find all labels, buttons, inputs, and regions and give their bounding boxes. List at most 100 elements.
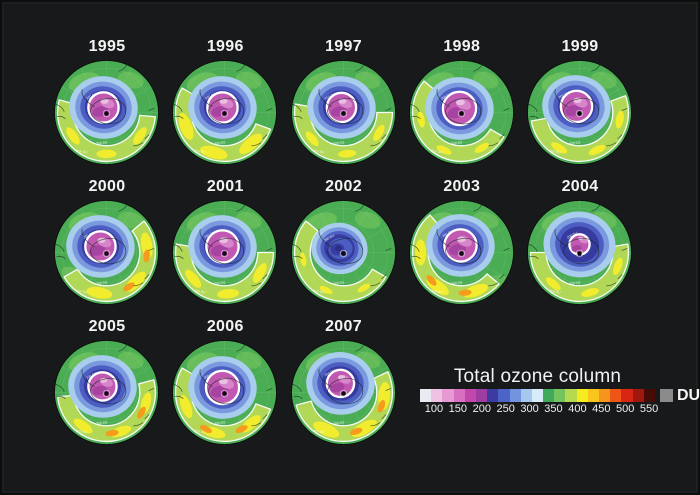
- contour-label-outer: 300 DU: [194, 289, 206, 295]
- colorbar-swatch: [554, 389, 566, 402]
- contour-label-mid: 300 DU: [96, 420, 108, 426]
- contour-label-outer: 350 DU: [194, 429, 206, 435]
- contour-label-outer: 350 DU: [549, 149, 561, 155]
- contour-label-inner: 200 DU: [86, 92, 98, 101]
- yellow-patch: [436, 145, 452, 155]
- colorbar-tick: 100: [424, 403, 444, 415]
- year-label: 2005: [88, 318, 126, 335]
- yellow-patch: [357, 283, 370, 293]
- globe-map-2003: 200 DU 300 DU 350 DU: [408, 200, 514, 305]
- orange-patch: [123, 282, 135, 292]
- high-ozone-band: [175, 243, 275, 303]
- south-pole-dot: [340, 391, 346, 396]
- globe-map-2000: 200 DU 250 DU 300 DU: [54, 200, 159, 305]
- contour-label-mid: 300 DU: [451, 140, 463, 146]
- contour-label-mid: 300 DU: [451, 280, 463, 286]
- south-pole-dot: [222, 391, 227, 396]
- yellow-patch: [66, 127, 80, 145]
- yellow-patch: [474, 142, 489, 153]
- yellow-patch: [180, 394, 193, 418]
- globe-cell-2005: 2005 200 DU 300 DU 350 DU: [47, 317, 167, 451]
- contour-label-inner: 200 DU: [566, 231, 578, 240]
- yellow-patch: [613, 257, 623, 276]
- contour-label-inner: 250 DU: [323, 233, 335, 242]
- contour-label-mid: 250 DU: [96, 280, 108, 286]
- coastlines: [410, 204, 510, 287]
- south-pole-ring: [102, 389, 111, 398]
- orange-patch: [426, 275, 437, 286]
- colorbar-tick: 250: [496, 403, 515, 415]
- yellow-patch: [588, 144, 606, 156]
- globe-map-2002: 250 DU 300 DU 350 DU: [290, 200, 396, 305]
- contour-label-outer: 350 DU: [549, 289, 561, 295]
- globe-cell-1998: 1998 200 DU 300 DU 350 DU: [402, 37, 522, 171]
- south-pole-dot: [104, 111, 109, 116]
- south-pole-ring: [457, 109, 465, 118]
- high-ozone-band: [293, 103, 393, 163]
- south-pole-ring: [221, 389, 229, 398]
- contour-label-outer: 350 DU: [431, 289, 443, 295]
- orange-patch: [200, 424, 213, 434]
- globe-cell-2002: 2002 250 DU 300 DU 350 DU: [284, 177, 404, 311]
- south-pole-dot: [577, 251, 582, 256]
- contour-label-outer: 350 DU: [313, 429, 325, 435]
- globe-cell-1995: 1995 200 DU 300 DU 350 DU: [47, 37, 167, 171]
- contour-label-mid: 300 DU: [332, 280, 344, 286]
- contour-label-inner: 200 DU: [203, 371, 215, 380]
- colorbar-swatch: [487, 389, 499, 402]
- yellow-patch: [318, 286, 333, 295]
- colorbar-tick: 500: [616, 403, 635, 415]
- globe-map-1999: 200 DU 300 DU 350 DU: [527, 60, 632, 165]
- south-pole-ring: [102, 249, 111, 258]
- south-pole-ring: [575, 249, 584, 258]
- contour-label-inner: 200 DU: [440, 92, 452, 101]
- yellow-patch: [312, 421, 339, 438]
- contour-label-mid: 250 DU: [214, 280, 226, 286]
- contour-label-mid: 300 DU: [96, 140, 108, 146]
- colorbar-swatch: [520, 389, 532, 402]
- high-ozone-band: [175, 87, 272, 163]
- globe-cell-2003: 2003 200 DU 300 DU 350 DU: [402, 177, 522, 311]
- south-pole-ring: [221, 109, 229, 118]
- contour-label-inner: 200 DU: [83, 231, 95, 240]
- globe-cell-1999: 1999 200 DU 300 DU 350 DU: [520, 37, 640, 171]
- contour-label-mid: 300 DU: [569, 140, 581, 146]
- colorbar-swatch: [621, 389, 633, 402]
- south-pole-dot: [340, 111, 346, 116]
- contour-label-outer: 300 DU: [76, 289, 88, 295]
- high-ozone-band: [295, 371, 393, 443]
- colorbar-swatch: [610, 389, 622, 402]
- globe-cell-1996: 1996 200 DU 300 DU 350 DU: [165, 37, 285, 171]
- globe-cell-2001: 2001 200 DU 250 DU 300 DU: [165, 177, 285, 311]
- high-ozone-band: [530, 95, 630, 163]
- yellow-patch: [299, 252, 306, 267]
- contour-label-inner: 200 DU: [205, 92, 217, 101]
- globe-map-2007: 200 DU 300 DU 350 DU: [290, 340, 396, 445]
- yellow-patch: [337, 149, 356, 158]
- yellow-patch: [417, 111, 425, 128]
- yellow-patch: [217, 289, 240, 299]
- contour-label-mid: 300 DU: [569, 280, 581, 286]
- contour-label-outer: 350 DU: [313, 289, 325, 295]
- contour-label-outer: 350 DU: [431, 149, 443, 155]
- south-pole-dot: [222, 111, 227, 116]
- yellow-patch: [200, 145, 228, 160]
- contour-label-inner: 200 DU: [204, 230, 216, 239]
- yellow-patch: [615, 110, 624, 129]
- south-pole-dot: [340, 251, 346, 256]
- globe-map-1998: 200 DU 300 DU 350 DU: [408, 60, 514, 165]
- orange-patch: [377, 400, 385, 413]
- year-label: 1995: [88, 38, 126, 55]
- year-label: 2000: [88, 178, 126, 195]
- contour-label-inner: 200 DU: [86, 371, 98, 380]
- coastlines: [410, 64, 510, 147]
- colorbar-swatch: [576, 389, 588, 402]
- orange-patch: [137, 406, 146, 419]
- contour-label-outer: 350 DU: [76, 429, 88, 435]
- yellow-patch: [185, 269, 202, 288]
- year-label: 2003: [443, 178, 481, 195]
- south-pole-dot: [222, 251, 227, 256]
- globe-cell-2000: 2000 200 DU 250 DU 300 DU: [47, 177, 167, 311]
- yellow-patch: [133, 127, 147, 145]
- contour-label-mid: 300 DU: [332, 140, 344, 146]
